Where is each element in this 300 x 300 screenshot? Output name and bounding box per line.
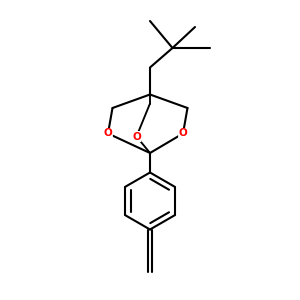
Text: O: O <box>103 128 112 139</box>
Text: O: O <box>132 131 141 142</box>
Text: O: O <box>132 131 141 142</box>
Text: O: O <box>178 128 188 139</box>
Text: O: O <box>178 128 188 139</box>
Text: O: O <box>103 128 112 139</box>
